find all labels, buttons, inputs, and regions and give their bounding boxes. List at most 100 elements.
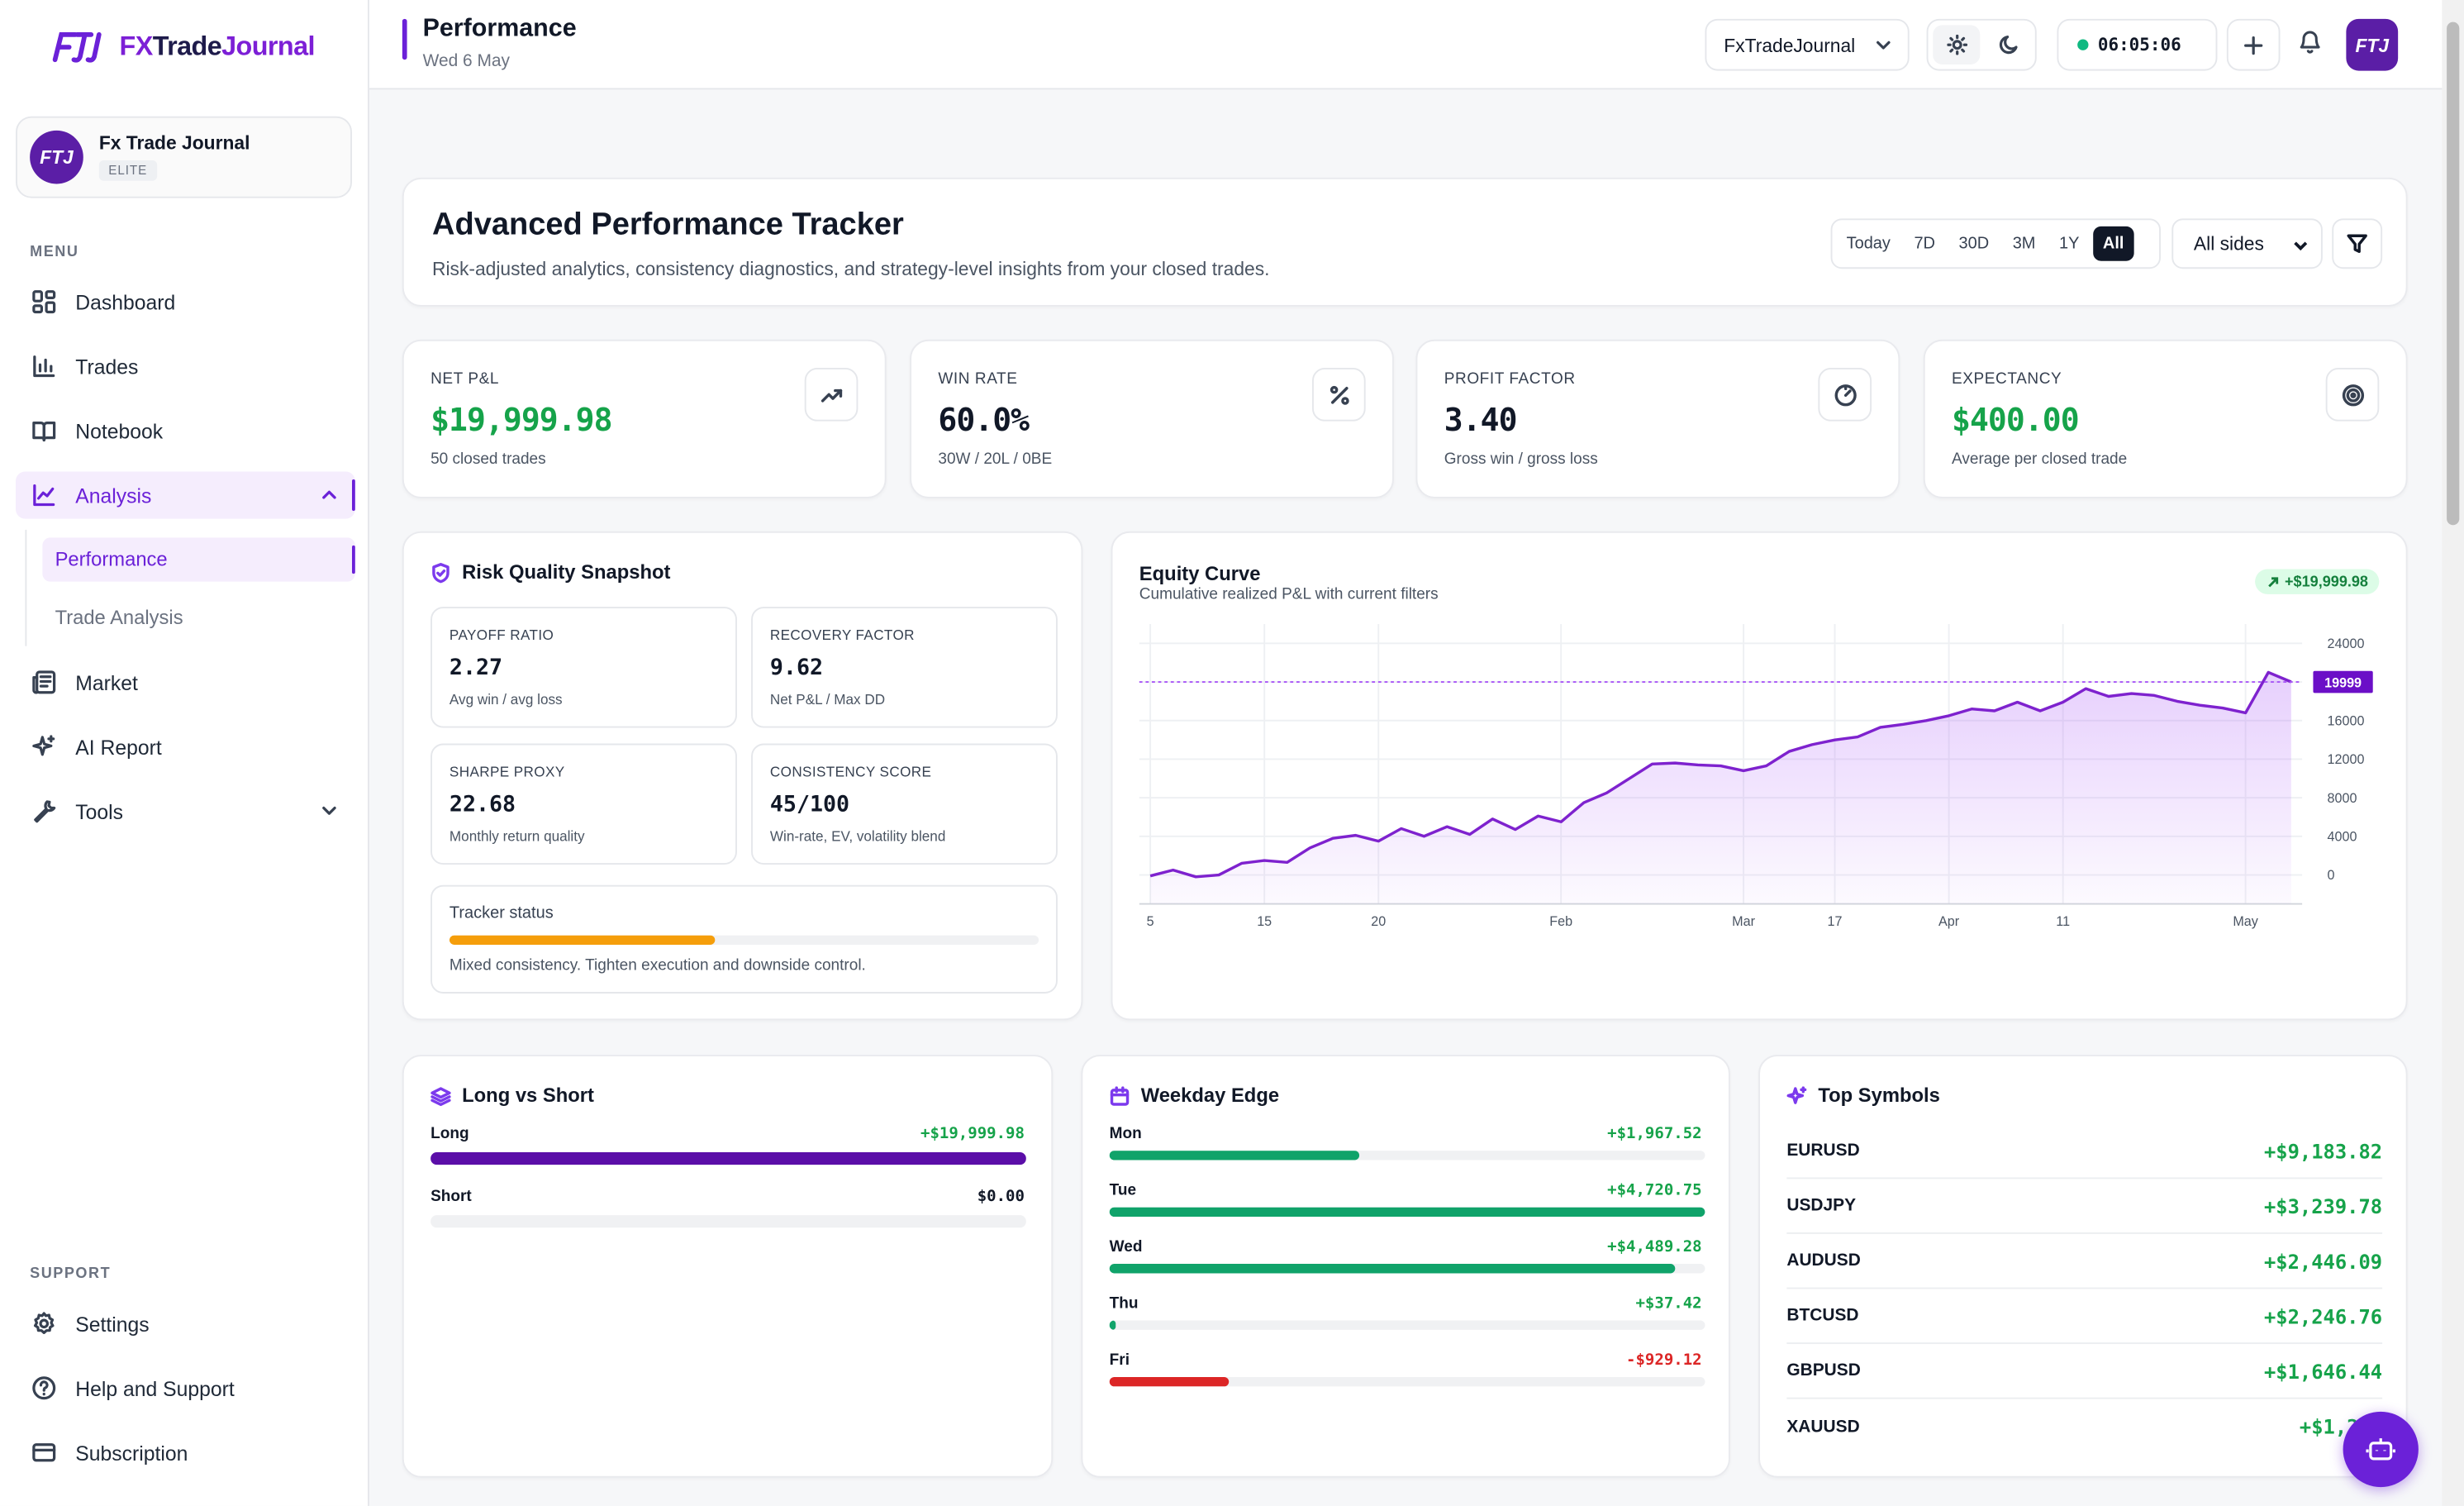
sidebar-item-ai-report[interactable]: AI Report [16,723,355,770]
tracker-title: Advanced Performance Tracker [431,207,904,242]
weekday-title: Weekday Edge [1140,1084,1280,1107]
y-tick-label: 8000 [2328,791,2357,806]
metric-sub: Net P&L / Max DD [769,691,886,708]
add-button[interactable] [2226,18,2281,71]
sidebar-item-label: Market [75,670,138,694]
sidebar-item-help[interactable]: Help and Support [16,1365,355,1412]
sparkles-icon [32,735,55,756]
sidebar-item-tools[interactable]: Tools [16,788,355,835]
filter-button[interactable] [2332,218,2383,269]
sidebar-subitem-trade-analysis[interactable]: Trade Analysis [42,596,354,640]
sidebar-item-label: Notebook [75,418,164,443]
chevron-down-icon [2294,241,2308,251]
title-accent-bar [402,18,407,60]
sidebar-item-settings[interactable]: Settings [16,1300,355,1347]
kpi-sub: Average per closed trade [1952,450,2128,469]
moon-icon [1998,36,2017,55]
metric-sharpe-proxy: SHARPE PROXY 22.68 Monthly return qualit… [430,743,737,865]
sides-select[interactable]: All sides [2171,218,2323,269]
bar-chart-icon [33,355,55,378]
journal-select[interactable]: FxTradeJournal [1705,18,1910,71]
sidebar-subitem-performance[interactable]: Performance [42,537,355,582]
x-tick-label: 11 [2056,914,2070,929]
user-avatar[interactable]: FTJ [2346,18,2399,71]
active-indicator [352,479,355,512]
bell-icon[interactable] [2297,28,2322,55]
weekday-value: +$37.42 [1635,1295,1702,1313]
help-circle-icon [32,1376,56,1400]
metric-sub: Monthly return quality [449,828,585,845]
brand-journal: Journal [221,31,315,62]
submenu-guide-line [25,529,27,646]
sidebar-item-label: Subscription [75,1440,188,1465]
long-short-title: Long vs Short [462,1084,594,1107]
shield-check-icon [432,562,450,583]
kpi-card-profit-factor: PROFIT FACTOR 3.40 Gross win / gross los… [1415,339,1900,498]
sidebar-item-trades[interactable]: Trades [16,343,355,390]
robot-icon [2366,1438,2396,1461]
tracker-subtitle: Risk-adjusted analytics, consistency dia… [431,257,1270,280]
side-track [430,1215,1026,1228]
symbol-row[interactable]: AUDUSD +$2,446.09 [1786,1234,2383,1289]
equity-chart: 0400080001200016000200002400051520FebMar… [1139,624,2373,929]
percent-icon [1329,384,1349,404]
sidebar-item-analysis[interactable]: Analysis [16,471,355,519]
sparkles-icon [1786,1085,1807,1103]
chevron-up-icon [322,490,336,499]
arrow-up-right-icon [2267,576,2278,587]
dark-mode-button[interactable] [1985,25,2032,64]
subitem-label: Trade Analysis [55,607,183,629]
range-all[interactable]: All [2093,226,2133,261]
y-tick-label: 24000 [2328,636,2365,651]
sidebar-item-market[interactable]: Market [16,659,355,706]
side-track [430,1152,1026,1165]
subitem-label: Performance [55,548,168,571]
menu-section-label: MENU [30,243,79,261]
range-1y[interactable]: 1Y [2058,234,2080,254]
equity-line [1149,670,2292,879]
x-tick-label: May [2233,914,2258,929]
kpi-label: EXPECTANCY [1952,370,2062,388]
equity-curve-card: Equity Curve Cumulative realized P&L wit… [1111,531,2408,1021]
sidebar-item-notebook[interactable]: Notebook [16,407,355,455]
symbol-row[interactable]: XAUUSD +$1,237 [1786,1399,2382,1455]
sidebar-item-dashboard[interactable]: Dashboard [16,279,355,326]
sides-select-value: All sides [2193,232,2264,255]
weekday-label: Thu [1109,1295,1139,1313]
gauge-icon [1834,384,1856,406]
newspaper-icon [32,670,56,694]
page-title: Performance [422,16,577,43]
kpi-sub: 30W / 20L / 0BE [938,450,1053,469]
symbol-pnl: +$3,239.78 [2263,1194,2383,1218]
weekday-edge-card: Weekday Edge Mon +$1,967.52 Tue +$4,720.75 W… [1081,1055,1730,1478]
page-scrollbar[interactable] [2442,0,2464,1506]
brand-logo[interactable]: FXTradeJournal [50,28,315,66]
symbol-row[interactable]: USDJPY +$3,239.78 [1786,1179,2383,1234]
range-today[interactable]: Today [1846,234,1891,254]
weekday-label: Mon [1109,1125,1142,1143]
ai-assistant-button[interactable] [2343,1411,2419,1488]
metric-label: RECOVERY FACTOR [769,627,915,643]
sidebar-item-subscription[interactable]: Subscription [16,1429,355,1476]
metric-value: 9.62 [769,655,824,681]
range-3m[interactable]: 3M [2012,234,2036,254]
range-30d[interactable]: 30D [1958,234,1990,254]
plus-icon [2244,36,2263,55]
range-7d[interactable]: 7D [1914,234,1936,254]
profile-card[interactable]: FTJ Fx Trade Journal ELITE [16,116,353,198]
symbol-name: EURUSD [1786,1141,1860,1160]
scrollbar-thumb[interactable] [2447,21,2460,526]
symbol-row[interactable]: GBPUSD +$1,646.44 [1786,1344,2383,1399]
weekday-value: +$4,720.75 [1607,1182,1702,1200]
y-tick-label: 12000 [2328,752,2365,767]
filter-icon [2347,234,2367,253]
kpi-card-net-pnl: NET P&L $19,999.98 50 closed trades [402,339,887,498]
symbol-row[interactable]: EURUSD +$9,183.82 [1786,1124,2383,1180]
metric-payoff-ratio: PAYOFF RATIO 2.27 Avg win / avg loss [430,607,737,728]
chevron-down-icon [322,806,336,815]
weekday-track [1109,1320,1705,1330]
metric-recovery-factor: RECOVERY FACTOR 9.62 Net P&L / Max DD [751,607,1058,728]
weekday-track [1109,1376,1705,1387]
symbol-row[interactable]: BTCUSD +$2,246.76 [1786,1289,2383,1345]
light-mode-button[interactable] [1933,25,1981,64]
